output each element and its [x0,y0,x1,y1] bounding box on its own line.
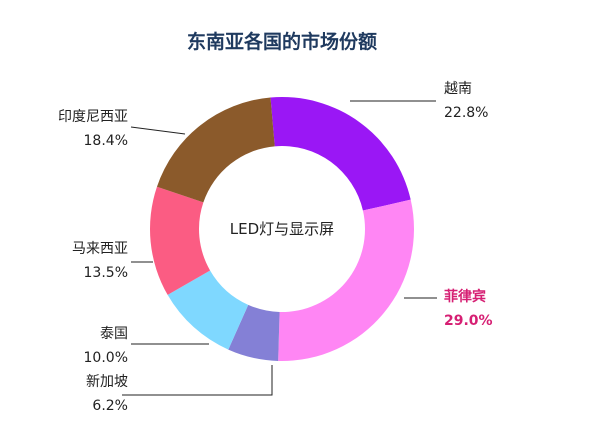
slice-name-label: 越南 [444,81,472,97]
slice-name-label: 菲律宾 [444,288,486,305]
slice-value-label: 22.8% [444,105,488,121]
center-label: LED灯与显示屏 [230,220,334,238]
slice-value-label: 10.0% [84,350,128,366]
donut-slices [149,96,414,361]
chart-title: 东南亚各国的市场份额 [187,30,377,53]
slice-e9a9ace69da5e8a5bfe4ba9a [149,186,211,295]
slice-name-label: 泰国 [100,326,128,342]
leader-lines [122,100,437,396]
slice-e696b0e58aa0e59da1 [228,304,280,361]
slice-name-label: 马来西亚 [72,241,128,257]
slice-e8b68ae58d97 [270,96,411,211]
slice-value-label: 6.2% [92,398,128,414]
leader-line [130,126,186,135]
slice-e58db0e5baa6e5b0bce8a5bfe4ba9a [156,97,275,203]
slice-value-label: 29.0% [444,313,493,329]
slice-value-label: 13.5% [84,265,128,281]
slice-e88fb2e5be8be5aebe [278,199,414,361]
slice-name-label: 印度尼西亚 [58,109,128,125]
slice-name-label: 新加坡 [86,374,128,390]
slice-value-label: 18.4% [84,133,128,149]
leader-line [122,365,273,396]
slice-e6b3b0e59bbd [167,270,249,350]
slice-labels: 越南 22.8% 菲律宾 29.0% 新加坡 6.2% 泰国 10.0% 马来西亚 13.5% 印度… [58,81,493,414]
